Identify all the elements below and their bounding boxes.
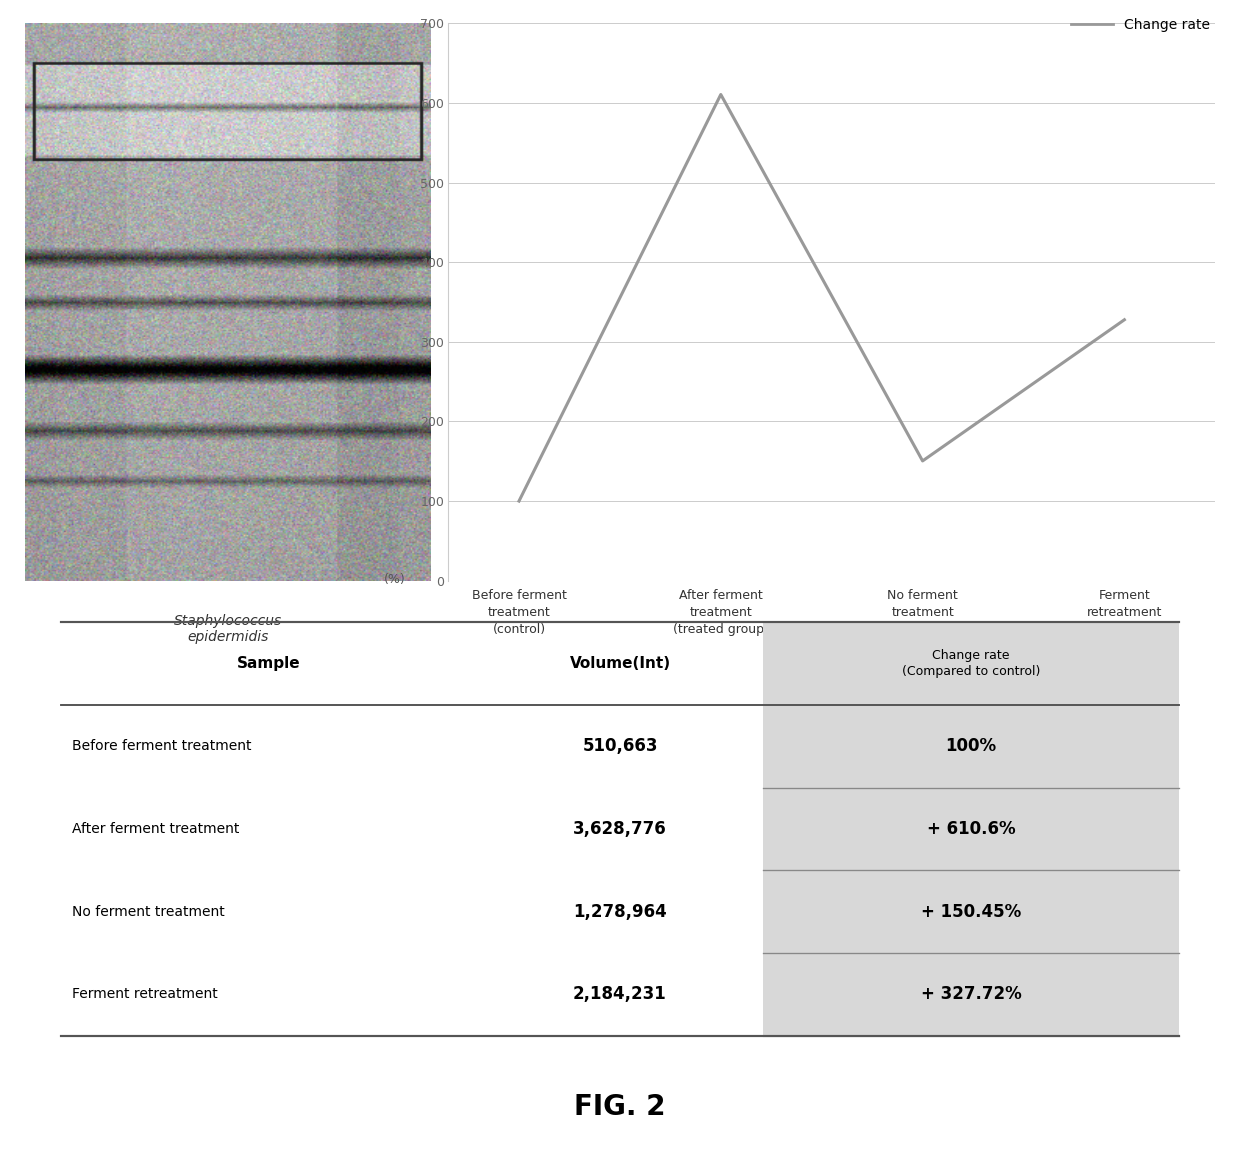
Legend: Change rate: Change rate	[1065, 12, 1215, 37]
Text: 510,663: 510,663	[583, 737, 657, 755]
Text: Before ferment treatment: Before ferment treatment	[72, 739, 252, 753]
Text: + 327.72%: + 327.72%	[921, 986, 1022, 1003]
Text: Staphylococcus
epidermidis: Staphylococcus epidermidis	[174, 614, 281, 644]
Text: Volume(Int): Volume(Int)	[569, 656, 671, 671]
Text: FIG. 2: FIG. 2	[574, 1093, 666, 1121]
Text: 1,278,964: 1,278,964	[573, 903, 667, 920]
Text: Sample: Sample	[237, 656, 300, 671]
Text: + 610.6%: + 610.6%	[926, 820, 1016, 838]
Text: Change rate
(Compared to control): Change rate (Compared to control)	[901, 649, 1040, 678]
Text: 100%: 100%	[946, 737, 997, 755]
Y-axis label: (%): (%)	[384, 573, 405, 586]
Text: 3,628,776: 3,628,776	[573, 820, 667, 838]
Text: Ferment retreatment: Ferment retreatment	[72, 987, 218, 1001]
Text: After ferment treatment: After ferment treatment	[72, 821, 239, 835]
Text: + 150.45%: + 150.45%	[921, 903, 1022, 920]
Text: 2,184,231: 2,184,231	[573, 986, 667, 1003]
Text: No ferment treatment: No ferment treatment	[72, 904, 226, 918]
FancyBboxPatch shape	[763, 622, 1179, 1036]
